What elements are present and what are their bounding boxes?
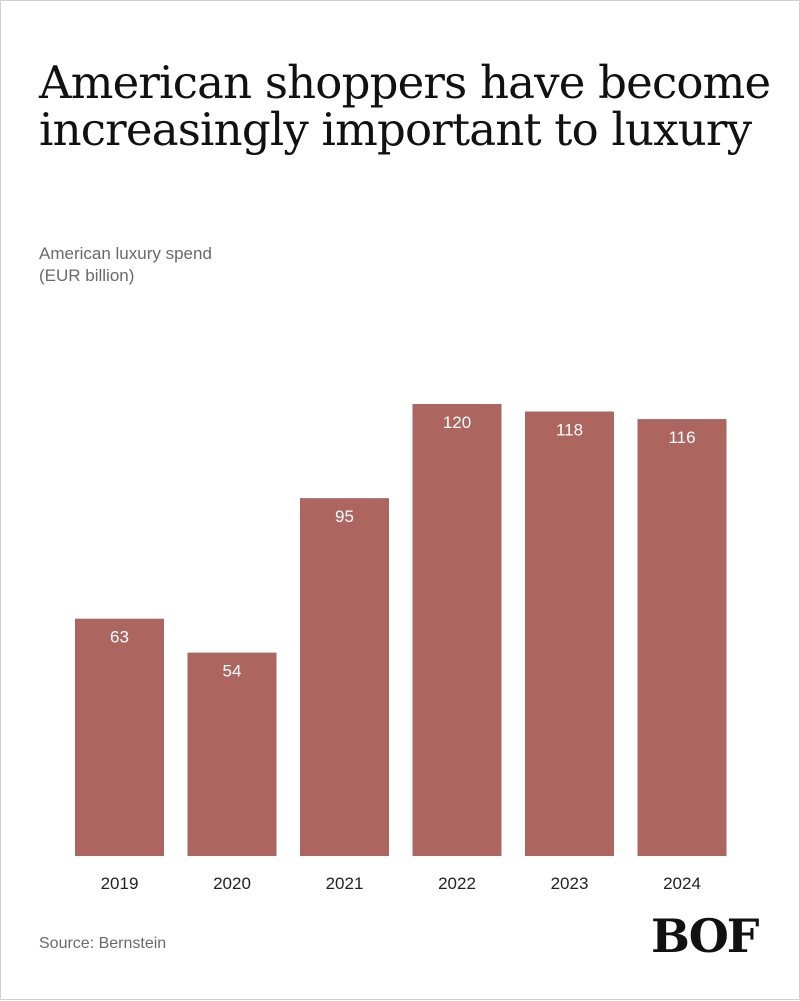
value-label-2024: 116 — [668, 428, 695, 447]
value-label-2019: 63 — [110, 628, 129, 647]
bar-2022 — [412, 404, 502, 856]
subtitle-line-1: American luxury spend — [39, 244, 212, 263]
bar-2020 — [187, 652, 277, 856]
bof-logo: BOF — [651, 909, 759, 963]
value-label-2021: 95 — [335, 507, 354, 526]
bar-2023 — [525, 411, 614, 856]
source-note: Source: Bernstein — [39, 935, 167, 952]
x-tick-label-2023: 2023 — [551, 874, 589, 893]
chart-title: American shoppers have become increasing… — [39, 56, 771, 157]
bar-2019 — [75, 618, 164, 856]
bar-2024 — [637, 419, 727, 856]
x-tick-label-2020: 2020 — [213, 874, 251, 893]
bar-2021 — [300, 498, 389, 856]
x-tick-label-2024: 2024 — [663, 874, 701, 893]
subtitle-line-2: (EUR billion) — [39, 266, 135, 285]
chart-subtitle: American luxury spend (EUR billion) — [39, 243, 212, 287]
value-label-2022: 120 — [443, 413, 471, 432]
x-tick-label-2021: 2021 — [326, 874, 364, 893]
x-tick-label-2022: 2022 — [438, 874, 476, 893]
x-tick-label-2019: 2019 — [101, 874, 139, 893]
value-label-2023: 118 — [556, 421, 583, 440]
value-label-2020: 54 — [223, 662, 242, 681]
